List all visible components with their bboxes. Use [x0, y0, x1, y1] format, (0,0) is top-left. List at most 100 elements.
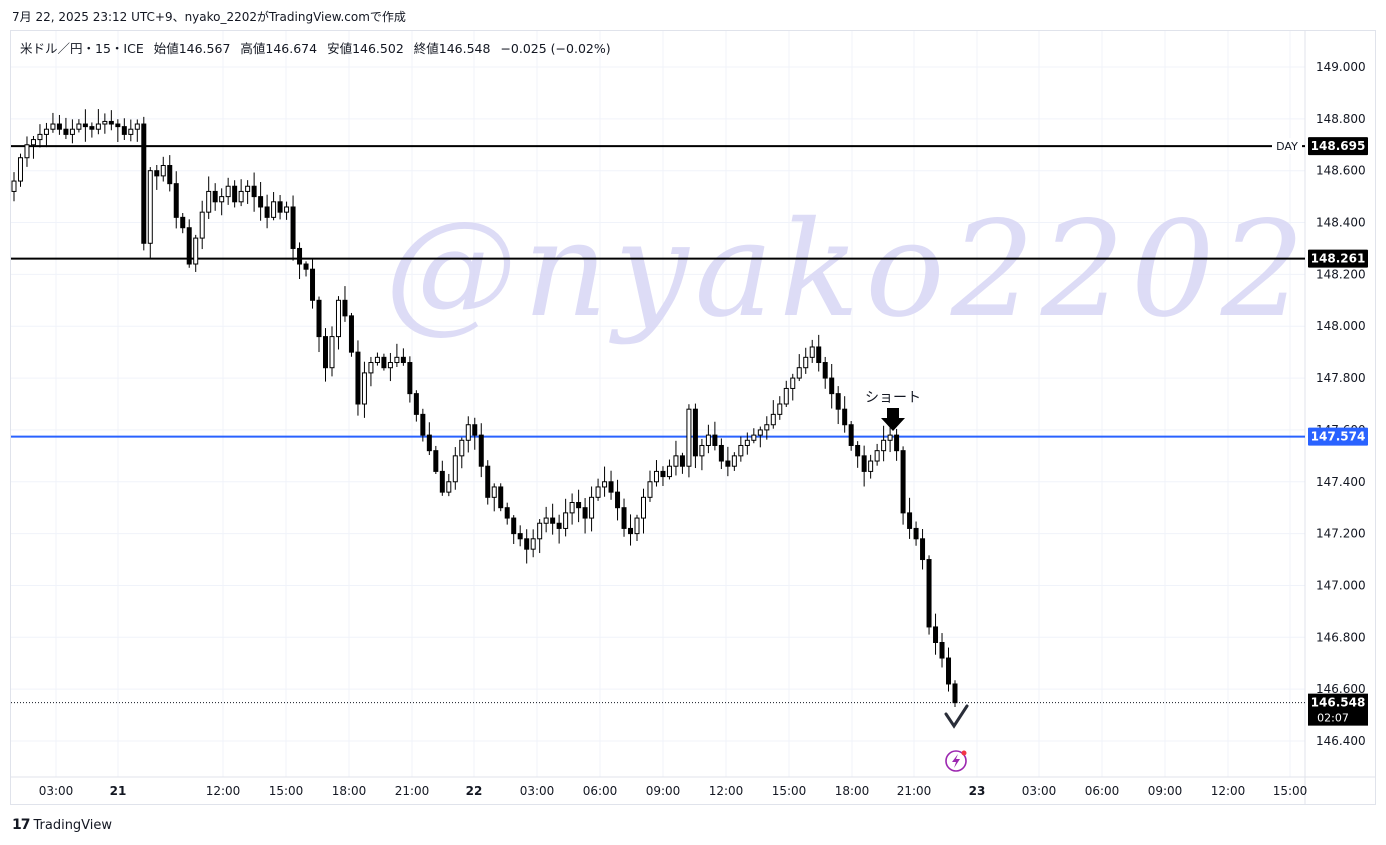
level-tag: DAY	[1276, 140, 1298, 153]
candle-body	[725, 460, 731, 467]
candle-body	[82, 123, 88, 128]
candle-body	[628, 527, 634, 535]
y-tick-label: 146.800	[1316, 630, 1366, 644]
candle-body	[842, 408, 848, 426]
last-price-tag	[1308, 693, 1368, 726]
candle-body	[413, 393, 419, 415]
candle-body	[868, 460, 874, 472]
candle-body	[11, 180, 17, 192]
candle-body	[686, 408, 692, 467]
candle-body	[770, 413, 776, 426]
candle-body	[829, 377, 835, 395]
candle-body	[926, 559, 932, 628]
candle-body	[329, 336, 335, 369]
candle-body	[783, 387, 789, 405]
candle-body	[439, 470, 445, 493]
y-tick-label: 149.000	[1316, 60, 1366, 74]
y-tick-label: 146.600	[1316, 682, 1366, 696]
candle-body	[530, 538, 536, 550]
candle-body	[803, 356, 809, 369]
level-price-label: 147.574	[1311, 430, 1366, 444]
y-tick-label: 147.400	[1316, 475, 1366, 489]
tradingview-logo-icon: 𝟭𝟳	[12, 817, 31, 833]
candle-body	[679, 455, 685, 467]
candle-body	[400, 356, 406, 364]
candle-body	[407, 362, 413, 395]
candle-body	[154, 170, 160, 177]
x-tick-label: 12:00	[1211, 784, 1246, 798]
legend-symbol[interactable]: 米ドル／円・15・ICE	[20, 41, 144, 56]
candle-body	[361, 372, 367, 405]
last-price-label: 146.548	[1311, 696, 1366, 710]
x-tick-label: 15:00	[269, 784, 304, 798]
candle-body	[374, 356, 380, 364]
candle-body	[212, 190, 218, 203]
candle-body	[452, 455, 458, 483]
candle-body	[115, 123, 121, 128]
candle-body	[420, 413, 426, 436]
candle-body	[206, 190, 212, 213]
candle-body	[764, 424, 770, 431]
candle-body	[173, 183, 179, 218]
candle-body	[699, 444, 705, 457]
x-tick-label: 12:00	[206, 784, 241, 798]
candle-body	[589, 496, 595, 519]
candle-body	[258, 196, 264, 208]
legend-high: 高値146.674	[240, 41, 318, 56]
candle-body	[102, 120, 108, 125]
candle-body	[920, 538, 926, 561]
candle-body	[199, 211, 205, 239]
x-tick-label: 21:00	[897, 784, 932, 798]
candle-body	[569, 502, 575, 514]
candle-body	[900, 450, 906, 514]
candle-body	[459, 439, 465, 457]
candle-body	[550, 517, 556, 524]
candle-body	[368, 362, 374, 374]
candle-body	[777, 403, 783, 415]
candle-body	[673, 455, 679, 467]
countdown-label: 02:07	[1317, 712, 1349, 725]
candle-body	[186, 227, 192, 265]
x-tick-label: 06:00	[583, 784, 618, 798]
y-tick-label: 147.200	[1316, 527, 1366, 541]
candle-body	[56, 123, 62, 130]
price-labels: 148.695 DAY 148.261 147.574 146.548 02:07	[1272, 137, 1368, 726]
candle-body	[394, 356, 400, 364]
candle-body	[887, 434, 893, 441]
x-tick-label: 21:00	[395, 784, 430, 798]
candle-body	[134, 123, 140, 130]
candle-body	[524, 538, 530, 550]
candle-body	[290, 206, 296, 249]
candles	[11, 109, 958, 708]
candle-body	[952, 683, 958, 704]
candle-body	[485, 465, 491, 498]
candle-body	[355, 351, 361, 405]
candle-body	[504, 507, 510, 519]
candle-body	[193, 237, 199, 265]
y-tick-label: 147.000	[1316, 578, 1366, 592]
x-tick-label: 12:00	[709, 784, 744, 798]
candle-body	[796, 367, 802, 379]
candle-body	[718, 444, 724, 462]
tradingview-footer[interactable]: 𝟭𝟳 TradingView	[12, 817, 112, 833]
candle-body	[24, 144, 30, 159]
level-price-tag	[1308, 249, 1368, 268]
time-axis: 03:00 21 12:00 15:00 18:00 21:00 22 03:00 06:00 0…	[39, 784, 1308, 798]
x-tick-label: 09:00	[646, 784, 681, 798]
chart-caption: 7月 22, 2025 23:12 UTC+9、nyako_2202がTradi…	[12, 10, 406, 24]
down-arrow-icon	[881, 408, 905, 431]
legend-close: 終値146.548	[413, 41, 491, 56]
candle-body	[76, 123, 82, 130]
candle-body	[738, 444, 744, 457]
candle-body	[433, 450, 439, 472]
candle-body	[160, 165, 166, 177]
candle-body	[238, 190, 244, 203]
y-tick-label: 148.000	[1316, 319, 1366, 333]
candle-body	[660, 470, 666, 478]
candle-body	[251, 185, 257, 198]
candle-body	[744, 439, 750, 446]
candle-body	[225, 185, 231, 198]
candle-body	[478, 434, 484, 467]
level-lines	[11, 145, 1305, 704]
